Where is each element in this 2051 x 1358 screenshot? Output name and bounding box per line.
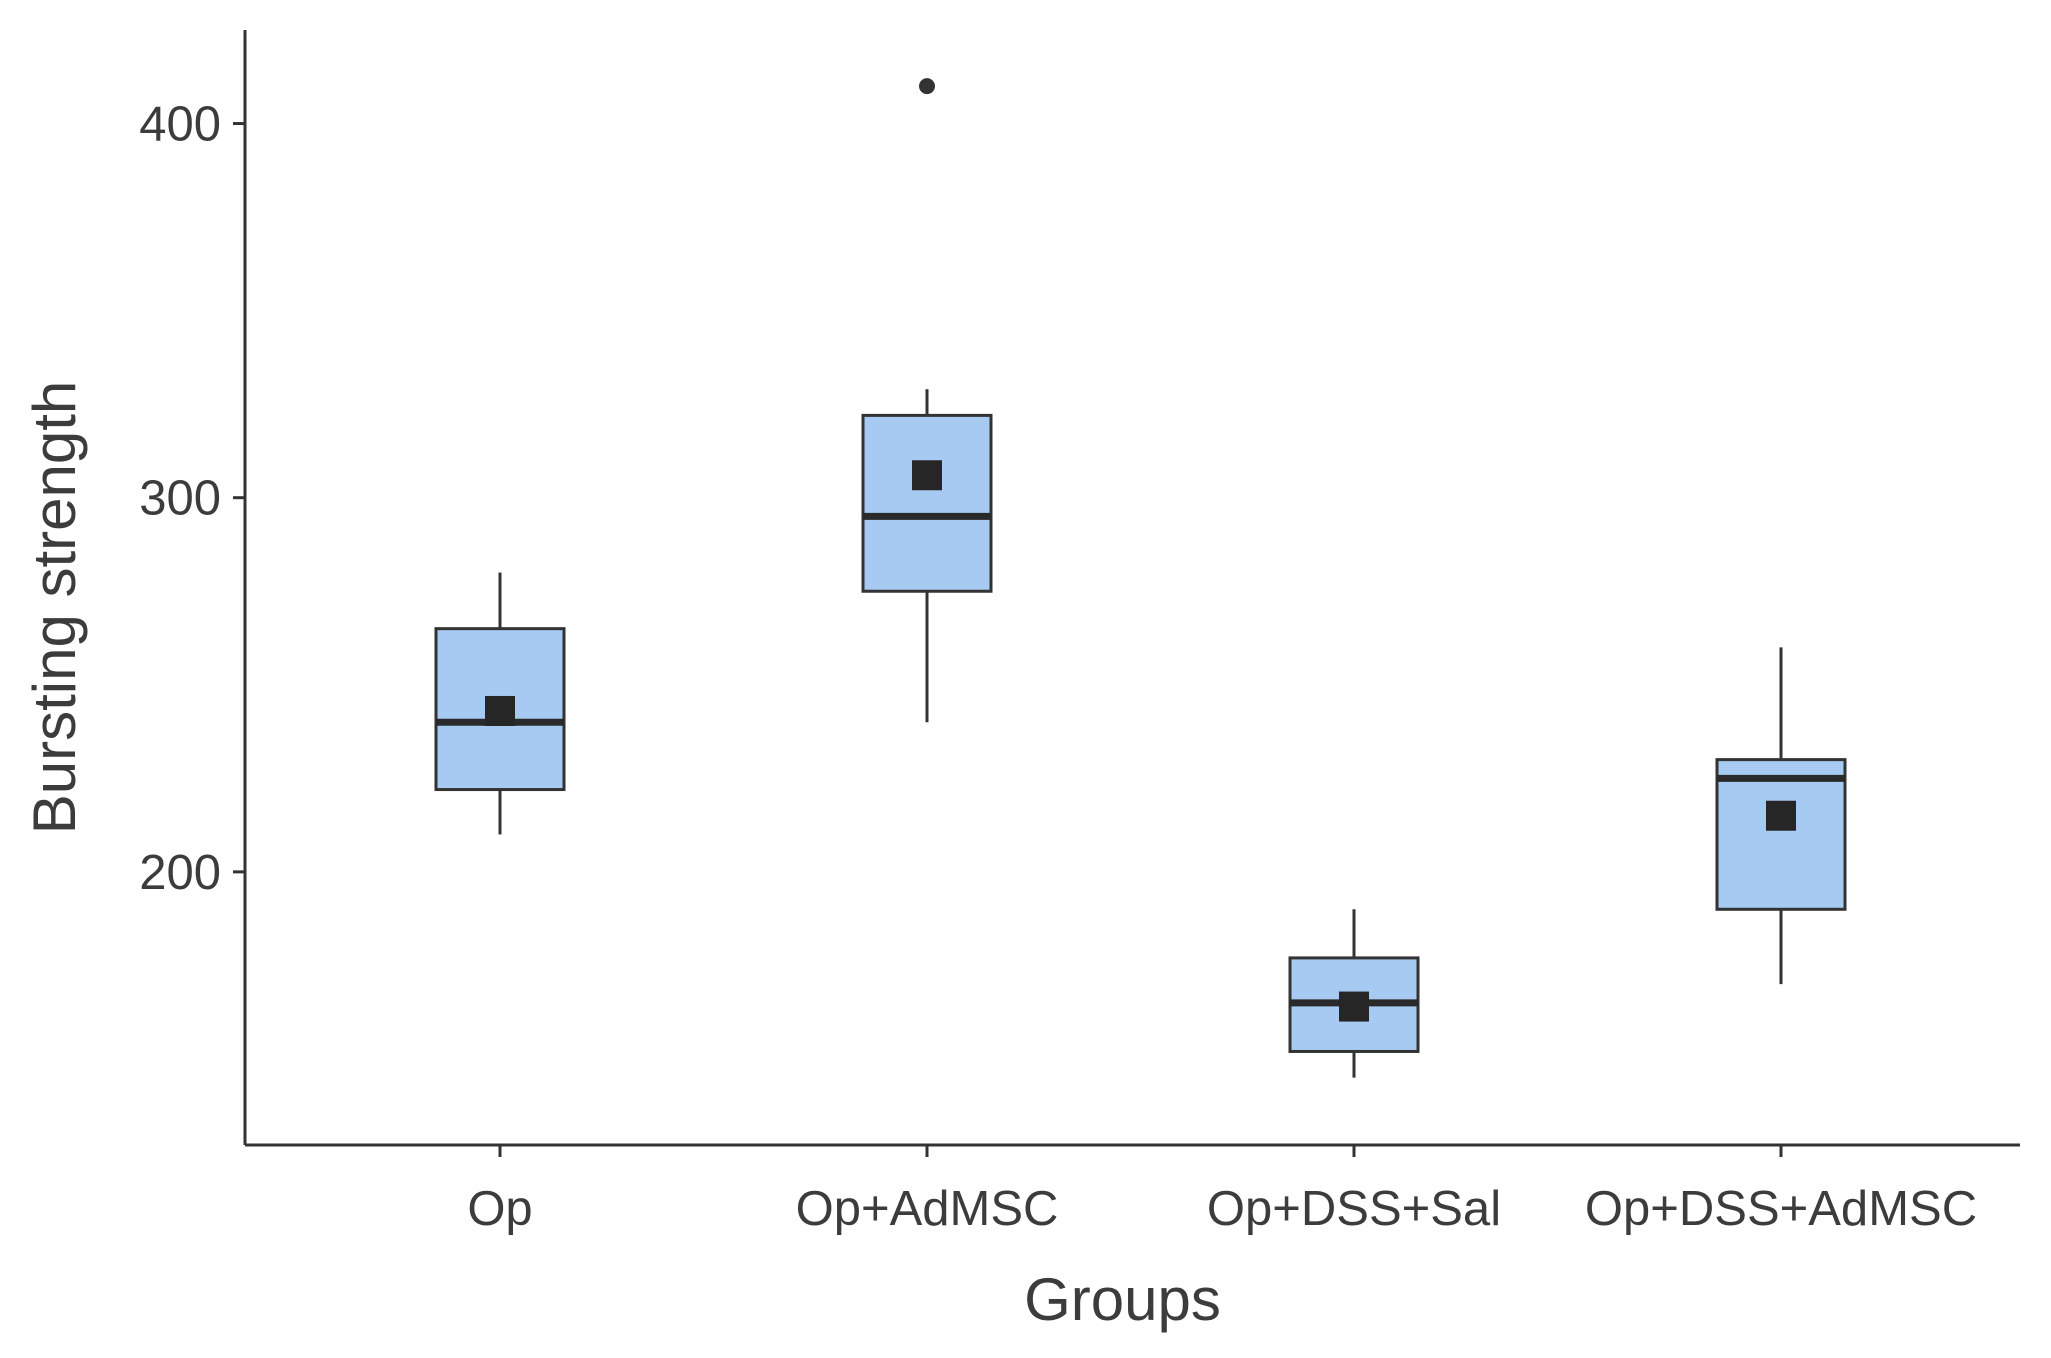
ticks: 200 300 400 Op Op+AdMSC Op+DSS+Sal Op+DSS+AdMS… [139, 98, 1977, 1236]
plot-area [434, 78, 1847, 1078]
box-group-op [434, 572, 566, 835]
y-axis-title: Bursting strength [21, 381, 88, 835]
box-iqr [1715, 758, 1847, 911]
box-group-op-dss-admsc [1715, 647, 1847, 985]
mean-marker [1766, 800, 1796, 831]
mean-marker [912, 460, 942, 491]
y-tick-label: 300 [139, 472, 221, 526]
x-tick-label: Op+DSS+Sal [1207, 1182, 1501, 1236]
outlier-point [919, 78, 935, 95]
box-iqr [861, 413, 993, 593]
x-axis-title: Groups [1024, 1266, 1221, 1333]
x-tick-label: Op [467, 1182, 532, 1236]
x-tick-label: Op+DSS+AdMSC [1585, 1182, 1977, 1236]
y-tick-label: 400 [139, 98, 221, 152]
y-tick-label: 200 [139, 846, 221, 900]
mean-marker [485, 695, 515, 726]
mean-marker [1339, 991, 1369, 1022]
box-group-op-dss-sal [1288, 909, 1420, 1078]
x-tick-label: Op+AdMSC [796, 1182, 1059, 1236]
axes [243, 30, 2020, 1147]
box-group-op-admsc [861, 78, 993, 723]
